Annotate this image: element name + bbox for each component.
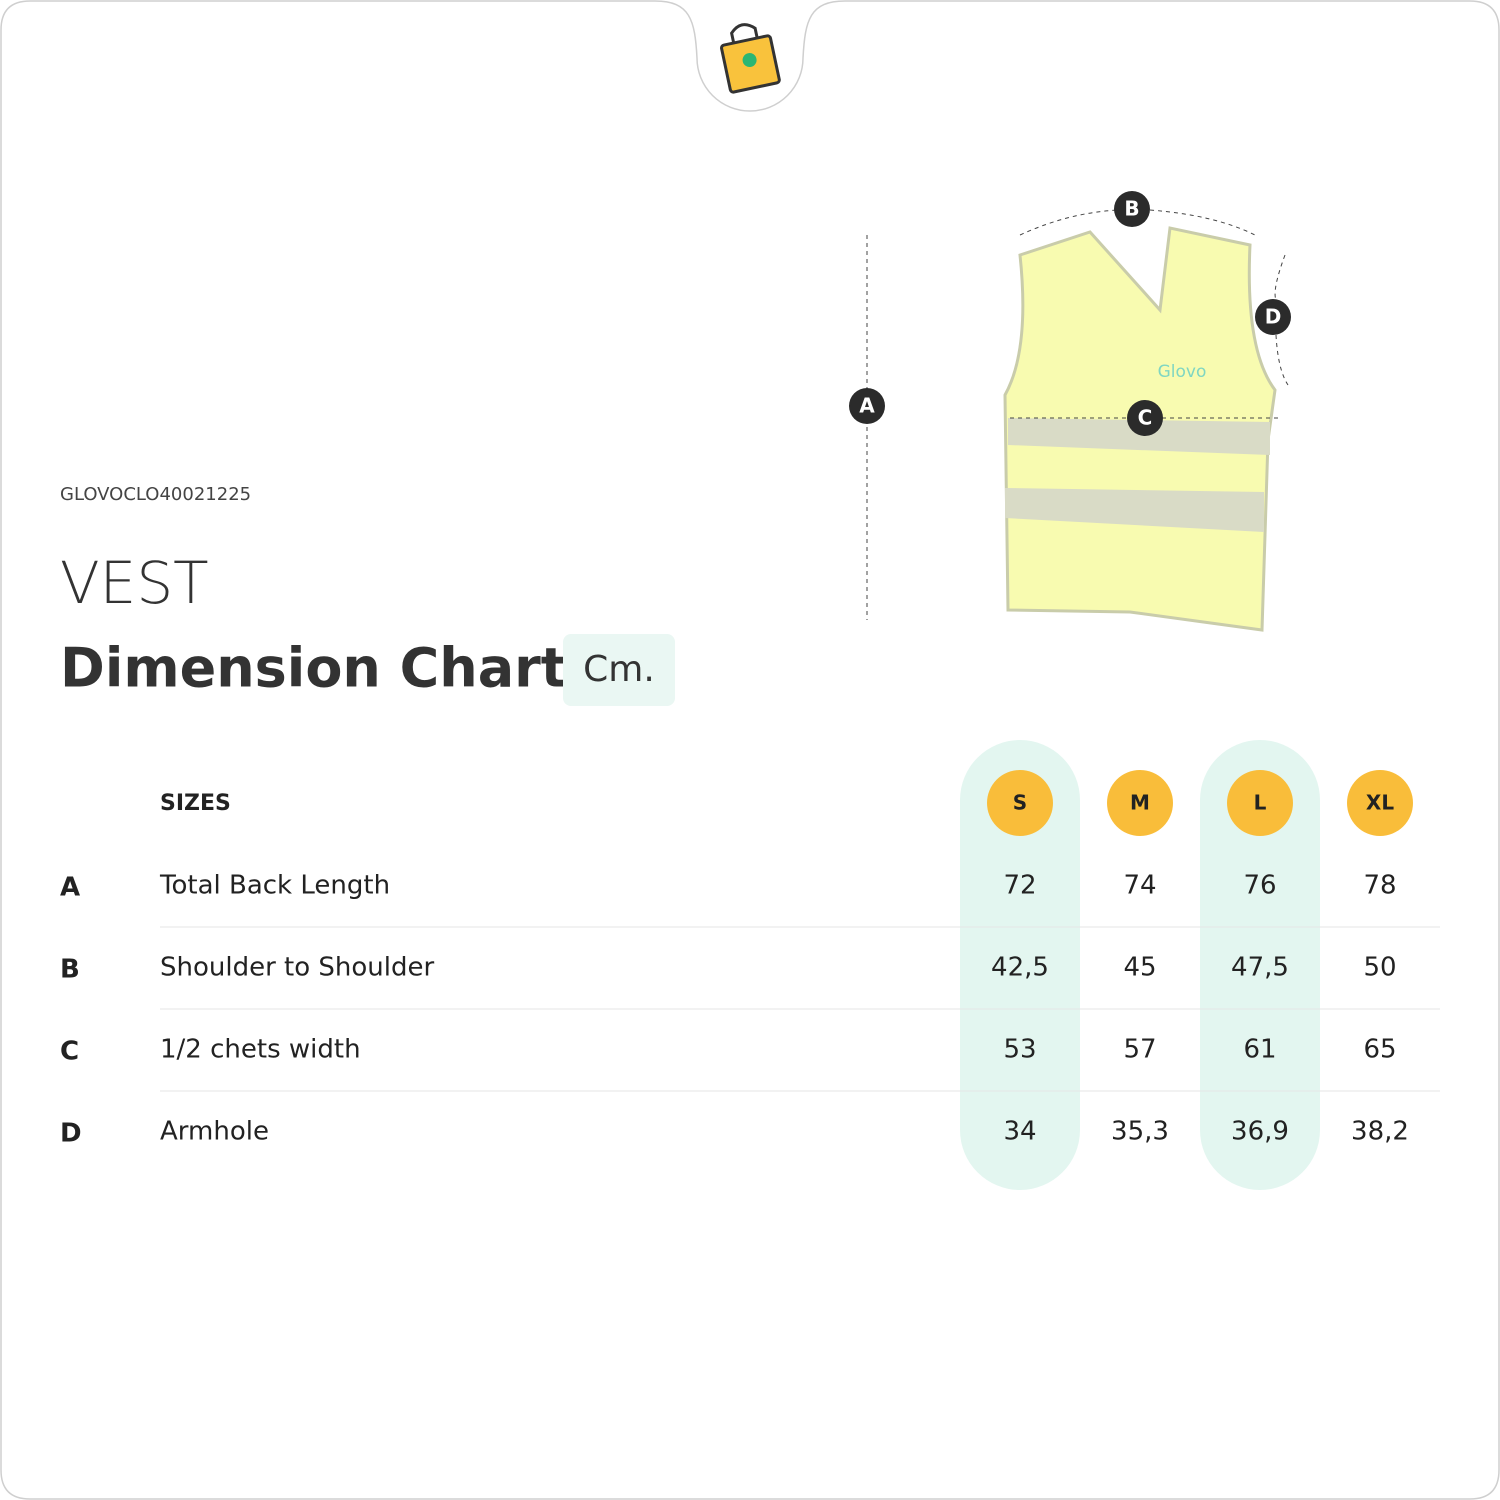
column-highlight: [1200, 740, 1320, 1190]
size-badge: [1227, 770, 1293, 836]
cell-value: 65: [1363, 1035, 1396, 1065]
row-key: B: [60, 955, 80, 985]
column-highlight: [960, 740, 1080, 1190]
marker-dot: [1127, 400, 1163, 436]
marker-label: C: [1138, 406, 1153, 430]
cell-value: 34: [1003, 1117, 1036, 1147]
unit: Cm.: [583, 649, 655, 690]
size-badge: [1107, 770, 1173, 836]
title: Dimension Chart: [60, 637, 567, 700]
cell-value: 78: [1363, 871, 1396, 901]
cell-value: 38,2: [1351, 1117, 1409, 1147]
marker-dot: [849, 388, 885, 424]
cell-value: 57: [1123, 1035, 1156, 1065]
row-label: Shoulder to Shoulder: [160, 953, 435, 983]
size-label: M: [1130, 791, 1150, 815]
marker-label: A: [859, 394, 875, 418]
cell-value: 74: [1123, 871, 1156, 901]
row-key: A: [60, 873, 80, 903]
size-badge: [1347, 770, 1413, 836]
cell-value: 72: [1003, 871, 1036, 901]
row-label: Total Back Length: [159, 871, 390, 901]
size-label: XL: [1366, 791, 1394, 815]
cell-value: 53: [1003, 1035, 1036, 1065]
cell-value: 42,5: [991, 953, 1049, 983]
marker-dot: [1114, 191, 1150, 227]
bag-icon: [720, 23, 781, 94]
marker-dot: [1255, 299, 1291, 335]
cell-value: 45: [1123, 953, 1156, 983]
vest-logo: Glovo: [1158, 362, 1207, 382]
cell-value: 36,9: [1231, 1117, 1289, 1147]
product-name: VEST: [60, 549, 209, 617]
cell-value: 47,5: [1231, 953, 1289, 983]
size-badge: [987, 770, 1053, 836]
row-key: D: [60, 1119, 82, 1149]
cell-value: 35,3: [1111, 1117, 1169, 1147]
table-header: SIZES: [160, 791, 231, 816]
cell-value: 76: [1243, 871, 1276, 901]
cell-value: 61: [1243, 1035, 1276, 1065]
row-key: C: [60, 1037, 79, 1067]
marker-label: D: [1265, 305, 1282, 329]
row-label: Armhole: [160, 1117, 269, 1147]
unit-badge: [563, 634, 675, 706]
cell-value: 50: [1363, 953, 1396, 983]
row-label: 1/2 chets width: [160, 1035, 361, 1065]
product-code: GLOVOCLO40021225: [60, 484, 251, 505]
size-label: L: [1254, 791, 1267, 815]
marker-label: B: [1124, 197, 1139, 221]
size-label: S: [1013, 791, 1027, 815]
